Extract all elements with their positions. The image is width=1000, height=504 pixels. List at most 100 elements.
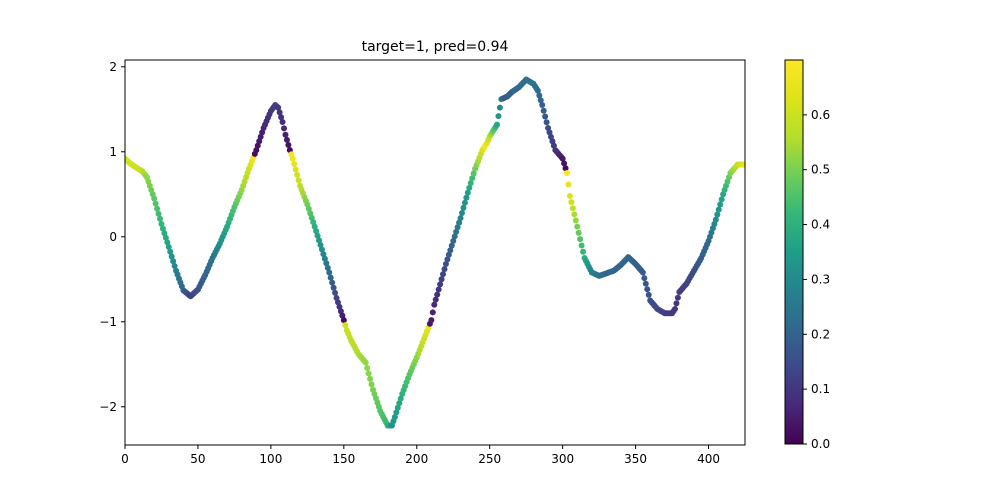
- data-point: [342, 322, 349, 329]
- colorbar: [784, 59, 804, 445]
- colorbar-axis: 0.0 0.1 0.2 0.3 0.4 0.5 0.6: [803, 108, 830, 451]
- colorbar-tick-label: 0.5: [811, 163, 830, 177]
- data-point: [714, 211, 721, 218]
- data-point: [578, 242, 585, 249]
- data-point: [448, 242, 455, 249]
- data-point: [454, 224, 461, 231]
- plot-frame: [124, 59, 746, 446]
- y-tick-label: 2: [109, 60, 117, 74]
- data-point: [457, 215, 464, 222]
- data-point: [394, 404, 401, 411]
- data-point: [314, 232, 321, 239]
- data-point: [540, 107, 547, 114]
- x-tick-label: 100: [259, 452, 282, 466]
- data-points: [125, 76, 745, 429]
- data-point: [715, 206, 722, 213]
- colorbar-tick-label: 0.6: [811, 108, 830, 122]
- data-point: [162, 234, 169, 241]
- data-point: [157, 215, 164, 222]
- data-point: [368, 381, 375, 388]
- data-point: [456, 219, 463, 226]
- data-point: [278, 114, 285, 121]
- data-point: [154, 205, 161, 212]
- data-point: [281, 125, 288, 132]
- data-point: [294, 171, 301, 178]
- data-point: [451, 233, 458, 240]
- data-point: [441, 266, 448, 273]
- data-point: [317, 241, 324, 248]
- data-point: [170, 258, 177, 265]
- data-point: [445, 251, 452, 258]
- y-tick-label: −2: [99, 400, 117, 414]
- data-point: [431, 301, 438, 308]
- colorbar-tick-label: 0.0: [811, 437, 830, 451]
- data-point: [466, 184, 473, 191]
- data-point: [575, 229, 582, 236]
- data-point: [458, 209, 465, 216]
- x-tick-label: 400: [697, 452, 720, 466]
- data-point: [565, 181, 572, 188]
- data-point: [566, 192, 573, 199]
- y-tick-label: 1: [109, 145, 117, 159]
- data-point: [164, 239, 171, 246]
- data-point: [470, 170, 477, 177]
- data-point: [167, 248, 174, 255]
- data-point: [289, 155, 296, 162]
- data-point: [469, 175, 476, 182]
- data-point: [318, 246, 325, 253]
- data-point: [742, 161, 745, 168]
- data-point: [569, 205, 576, 212]
- data-point: [463, 194, 470, 201]
- colorbar-tick-label: 0.1: [811, 382, 830, 396]
- data-point: [543, 119, 550, 126]
- x-tick-label: 350: [624, 452, 647, 466]
- data-point: [639, 269, 646, 276]
- colorbar-tick-label: 0.3: [811, 272, 830, 286]
- data-point: [168, 253, 175, 260]
- data-point: [432, 296, 439, 303]
- data-point: [364, 365, 371, 371]
- data-point: [447, 247, 454, 254]
- data-point: [434, 291, 441, 298]
- data-point: [577, 236, 584, 243]
- data-point: [320, 251, 327, 258]
- data-point: [275, 104, 282, 111]
- data-point: [536, 92, 543, 99]
- y-axis: −2 −1 0 1 2: [99, 60, 125, 414]
- data-point: [429, 309, 436, 316]
- x-tick-label: 50: [190, 452, 205, 466]
- data-point: [165, 243, 172, 250]
- data-point: [562, 165, 569, 172]
- data-point: [326, 269, 333, 276]
- data-point: [674, 294, 681, 301]
- data-point: [362, 359, 369, 366]
- data-point: [340, 317, 347, 324]
- data-point: [276, 109, 283, 116]
- data-point: [537, 97, 544, 104]
- data-point: [283, 136, 290, 143]
- data-point: [641, 275, 648, 282]
- data-point: [539, 102, 546, 109]
- data-point: [327, 274, 334, 281]
- data-point: [396, 400, 403, 407]
- data-point: [580, 248, 587, 255]
- x-tick-label: 250: [478, 452, 501, 466]
- data-point: [572, 217, 579, 224]
- data-point: [285, 141, 292, 148]
- data-point: [155, 210, 162, 217]
- data-point: [313, 228, 320, 235]
- data-point: [717, 201, 724, 208]
- data-point: [642, 280, 649, 287]
- data-point: [718, 196, 725, 203]
- data-point: [440, 271, 447, 278]
- data-point: [393, 409, 400, 416]
- data-point: [367, 375, 374, 382]
- data-point: [282, 131, 289, 138]
- chart-title: target=1, pred=0.94: [362, 39, 509, 55]
- y-tick-label: −1: [99, 315, 117, 329]
- data-point: [323, 260, 330, 267]
- data-point: [321, 255, 328, 262]
- data-point: [316, 237, 323, 244]
